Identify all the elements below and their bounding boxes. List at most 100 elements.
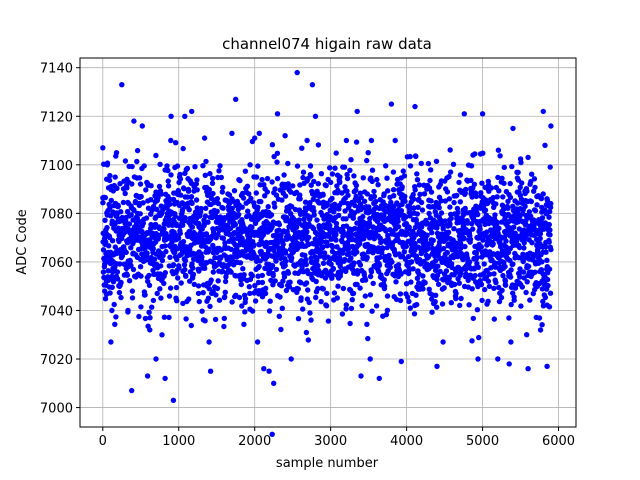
data-point — [390, 169, 397, 175]
data-point — [446, 174, 452, 180]
data-point — [178, 280, 184, 286]
data-point — [215, 231, 221, 238]
data-point — [475, 264, 481, 270]
y-tick-label: 7060 — [40, 256, 73, 271]
data-point — [261, 182, 267, 188]
data-point — [469, 194, 475, 200]
data-point — [134, 158, 140, 165]
data-point — [502, 263, 508, 270]
data-point — [269, 179, 275, 185]
data-point — [267, 298, 273, 304]
data-point — [438, 210, 445, 216]
data-point — [259, 176, 265, 183]
data-point — [249, 273, 255, 279]
data-point — [329, 171, 336, 177]
data-point — [318, 171, 325, 177]
data-point — [331, 290, 338, 296]
data-point — [405, 254, 412, 260]
data-point — [186, 228, 193, 234]
data-point — [335, 187, 341, 194]
data-point — [499, 248, 506, 254]
data-point — [397, 297, 404, 304]
data-point — [180, 222, 186, 228]
data-point — [474, 307, 481, 313]
data-point — [413, 153, 419, 159]
data-point — [466, 302, 472, 308]
data-point — [542, 294, 549, 301]
data-point — [301, 216, 307, 222]
data-point — [300, 306, 306, 312]
outlier-point — [358, 373, 364, 379]
data-point — [209, 175, 216, 182]
data-point — [414, 301, 420, 308]
outlier-point — [229, 130, 235, 136]
y-tick-label: 7020 — [40, 353, 73, 368]
data-point — [102, 296, 109, 302]
data-point — [329, 272, 335, 279]
data-point — [203, 158, 209, 165]
data-point — [161, 280, 167, 287]
y-axis-label: ADC Code — [15, 209, 30, 274]
data-point — [418, 160, 424, 167]
data-point — [490, 241, 496, 247]
data-point — [509, 163, 515, 170]
data-point — [192, 164, 198, 170]
data-point — [336, 212, 342, 219]
data-point — [330, 265, 337, 272]
data-point — [238, 281, 244, 288]
data-point — [308, 173, 314, 179]
outlier-point — [271, 380, 277, 386]
data-point — [520, 251, 526, 257]
data-point — [300, 174, 306, 181]
data-point — [262, 193, 268, 199]
data-point — [190, 271, 197, 277]
data-point — [120, 199, 127, 206]
data-point — [166, 293, 173, 299]
data-point — [113, 314, 119, 320]
data-point — [417, 191, 423, 197]
data-point — [183, 273, 189, 279]
data-point — [114, 269, 121, 275]
data-point — [157, 286, 163, 292]
data-point — [367, 292, 374, 298]
data-point — [373, 303, 380, 309]
data-point — [296, 217, 302, 223]
data-point — [134, 215, 140, 221]
data-point — [137, 181, 144, 187]
data-point — [118, 209, 124, 215]
data-point — [447, 169, 454, 175]
data-point — [206, 339, 212, 345]
data-point — [142, 292, 148, 298]
data-point — [412, 247, 418, 253]
outlier-point — [388, 101, 395, 107]
data-point — [473, 193, 480, 200]
data-point — [232, 221, 239, 228]
data-point — [271, 153, 277, 160]
data-point — [282, 262, 288, 269]
data-point — [265, 204, 271, 210]
outlier-point — [309, 82, 316, 88]
data-point — [240, 195, 247, 201]
data-point — [156, 183, 163, 190]
data-point — [269, 223, 275, 230]
data-point — [362, 293, 368, 299]
data-point — [220, 184, 226, 191]
data-point — [249, 308, 256, 314]
data-point — [343, 268, 349, 274]
data-point — [314, 257, 320, 263]
data-point — [154, 290, 160, 297]
data-point — [123, 249, 129, 256]
data-point — [501, 180, 507, 186]
data-point — [414, 171, 420, 177]
data-point — [242, 296, 249, 302]
data-point — [528, 198, 534, 205]
data-point — [295, 316, 302, 322]
data-point — [478, 281, 485, 288]
x-tick-label: 2000 — [238, 434, 271, 449]
data-point — [418, 199, 425, 206]
data-point — [153, 152, 159, 159]
data-point — [253, 174, 260, 180]
data-point — [345, 192, 351, 198]
data-point — [263, 285, 269, 291]
data-point — [329, 195, 335, 202]
